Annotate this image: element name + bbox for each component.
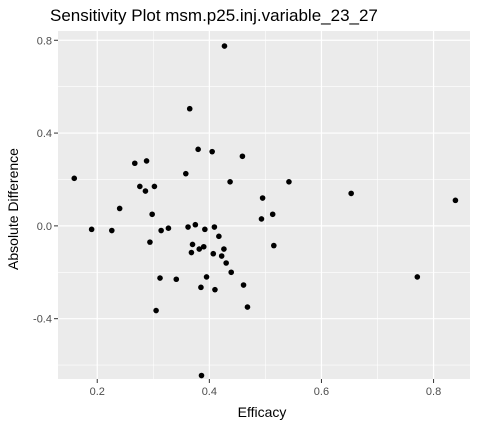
- data-point: [185, 224, 191, 230]
- x-tick-label: 0.4: [202, 386, 217, 398]
- data-point: [286, 179, 292, 185]
- y-tick-label: 0.8: [37, 35, 52, 47]
- data-point: [269, 211, 276, 218]
- x-axis-ticks: 0.2 0.4 0.6 0.8: [90, 379, 441, 398]
- data-point: [165, 225, 172, 231]
- y-tick-label: 0.4: [37, 128, 52, 140]
- grid-major: [58, 31, 470, 379]
- data-point: [218, 253, 225, 259]
- data-point: [183, 170, 189, 177]
- y-axis-title: Absolute Difference: [5, 148, 21, 270]
- x-tick-label: 0.8: [426, 386, 441, 398]
- data-point: [195, 146, 201, 153]
- y-tick-label: 0.0: [37, 221, 52, 233]
- data-point: [227, 179, 233, 185]
- data-point: [216, 233, 222, 240]
- data-point: [223, 260, 229, 266]
- x-axis-title: Efficacy: [238, 404, 287, 420]
- data-point: [198, 284, 204, 291]
- chart-title: Sensitivity Plot msm.p25.inj.variable_23…: [50, 6, 378, 25]
- data-point: [239, 153, 246, 160]
- data-point: [173, 276, 180, 283]
- plot-panel: [58, 31, 470, 379]
- data-point: [200, 243, 207, 250]
- data-point: [142, 188, 149, 194]
- data-point: [414, 274, 421, 280]
- data-point: [116, 205, 123, 212]
- data-point: [271, 242, 277, 249]
- data-point: [209, 148, 215, 155]
- data-point: [192, 221, 199, 228]
- data-point: [88, 226, 95, 233]
- data-point: [240, 282, 247, 288]
- data-points: [71, 43, 459, 379]
- data-point: [71, 175, 78, 182]
- data-point: [196, 246, 203, 252]
- data-point: [147, 239, 153, 245]
- data-point: [202, 226, 208, 233]
- data-point: [186, 105, 193, 112]
- x-tick-label: 0.6: [314, 386, 329, 398]
- data-point: [149, 211, 155, 218]
- data-point: [210, 250, 217, 257]
- data-point: [143, 158, 150, 164]
- data-point: [221, 246, 227, 252]
- data-point: [198, 372, 205, 379]
- y-axis-ticks: -0.4 0.0 0.4 0.8: [33, 35, 58, 326]
- data-point: [211, 224, 218, 230]
- data-point: [212, 286, 218, 293]
- grid-minor: [58, 31, 470, 379]
- data-point: [153, 307, 159, 314]
- data-point: [228, 269, 235, 276]
- data-point: [221, 43, 228, 49]
- data-point: [188, 249, 195, 256]
- data-point: [258, 216, 265, 222]
- data-point: [157, 275, 163, 281]
- data-point: [452, 197, 459, 204]
- data-point: [109, 227, 115, 234]
- y-tick-label: -0.4: [33, 314, 52, 326]
- data-point: [203, 274, 210, 280]
- data-point: [131, 160, 138, 167]
- data-point: [244, 304, 251, 310]
- data-point: [259, 195, 266, 201]
- data-point: [348, 190, 354, 197]
- data-point: [158, 227, 164, 234]
- data-point: [151, 183, 158, 190]
- data-point: [137, 183, 143, 190]
- x-tick-label: 0.2: [90, 386, 105, 398]
- data-point: [189, 241, 196, 248]
